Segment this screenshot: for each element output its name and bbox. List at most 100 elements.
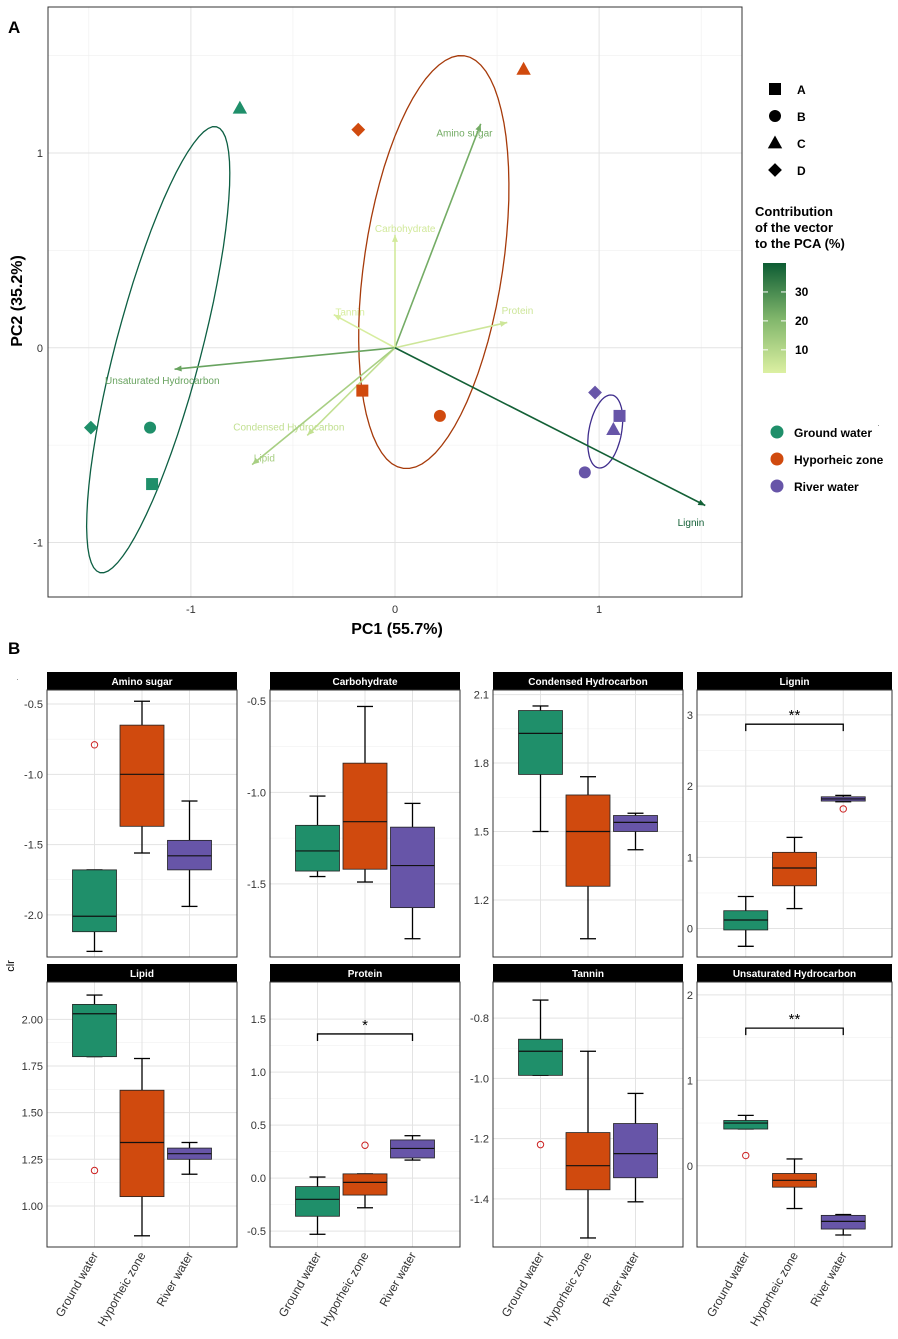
shape-legend-label: A [797, 83, 806, 97]
facet-y-tick-label: 1 [687, 1075, 693, 1087]
facet-title: Condensed Hydrocarbon [528, 677, 647, 688]
box-outlier [90, 741, 99, 749]
facet-y-tick-label: 1.50 [22, 1108, 43, 1120]
facet-strip [47, 964, 237, 982]
facet-condensed-hydrocarbon: Condensed Hydrocarbon 2.1 1.8 1.5 1.2 [474, 672, 684, 958]
facet-x-tick-label: Ground water [499, 1249, 547, 1319]
facet-y-tick-label: 1.25 [22, 1154, 43, 1166]
shape-legend-label: C [797, 137, 806, 151]
facet-carbohydrate: Carbohydrate -0.5 -1.0 -1.5 [247, 672, 461, 958]
facet-y-tick-label: 0.0 [251, 1173, 266, 1185]
box-iqr [119, 1089, 165, 1198]
box-iqr [342, 1173, 388, 1196]
sample-point [351, 122, 366, 137]
facet-y-tick-label: -0.5 [247, 696, 266, 708]
loading-vector-label: Unsaturated Hydrocarbon [105, 376, 220, 387]
facet-x-tick-label: Hyporheic zone [541, 1249, 595, 1328]
facet-y-tick-label: 1.5 [474, 826, 489, 838]
facet-y-tick-label: 0.5 [251, 1120, 266, 1132]
box-outlier [536, 1140, 545, 1149]
facet-panel-border [696, 689, 893, 958]
facet-y-tick-label: 1.2 [474, 895, 489, 907]
box-outlier [742, 1151, 750, 1160]
pca-y-axis-title: PC2 (35.2%) [9, 255, 26, 347]
loading-vector-arrowhead [499, 321, 508, 327]
sample-point [606, 422, 621, 435]
loading-vector [394, 123, 482, 349]
pca-y-tick-label: 0 [37, 343, 43, 355]
box-outlier [90, 1166, 99, 1175]
facet-lipid: Lipid 2.00 1.75 1.50 1.25 1.00 Ground waterHyp… [22, 964, 238, 1329]
facet-strip [493, 672, 683, 690]
box-iqr [72, 1003, 117, 1058]
pca-panel-border [47, 6, 743, 598]
shape-legend-label: D [797, 164, 806, 178]
box-outlier [839, 805, 847, 813]
facet-y-tick-label: 2.00 [22, 1014, 43, 1026]
loading-vector [394, 347, 706, 507]
loading-vector-label: Condensed Hydrocarbon [233, 423, 344, 434]
group-legend-label: River water [794, 480, 859, 494]
loading-vector-arrowhead [307, 428, 315, 436]
significance-bracket [316, 1033, 414, 1041]
group-legend-label: Ground water [794, 426, 872, 440]
box-iqr [390, 826, 435, 909]
loading-vector-arrowhead [475, 123, 482, 132]
facet-panel-border [492, 689, 684, 958]
loading-vector-label: Protein [502, 306, 534, 317]
facet-x-tick-label: Ground water [276, 1249, 324, 1319]
facet-x-tick-label: River water [600, 1250, 642, 1310]
pca-x-axis-title: PC1 (55.7%) [351, 621, 443, 638]
boxplot-facets: Amino sugar -0.5 -1.0 -1.5 -2.0 Carbohydrate -… [22, 672, 893, 1329]
facet-x-tick-label: Ground water [53, 1249, 101, 1319]
box-iqr [518, 1038, 563, 1076]
significance-bracket [745, 1027, 844, 1036]
facet-title: Unsaturated Hydrocarbon [733, 969, 856, 980]
facet-y-tick-label: -2.0 [24, 910, 43, 922]
box-iqr [613, 815, 658, 832]
sample-point [516, 61, 531, 75]
facet-y-tick-label: 1.8 [474, 758, 489, 770]
facet-title: Amino sugar [111, 677, 172, 688]
pca-x-tick-label: 1 [596, 604, 602, 616]
facet-panel-border [696, 981, 893, 1248]
facet-title: Protein [348, 969, 382, 980]
box-iqr [772, 851, 817, 887]
box-iqr [723, 1120, 769, 1130]
facet-y-tick-label: -1.0 [470, 1073, 489, 1085]
facet-title: Lignin [780, 677, 810, 688]
box-outlier [361, 1141, 369, 1149]
pca-x-tick-label: 0 [392, 604, 398, 616]
facet-panel-border [269, 981, 461, 1248]
facet-y-tick-label: 1 [687, 852, 693, 864]
colorbar-title-line-2: of the vector [755, 220, 833, 235]
shape-legend-marker [769, 83, 781, 95]
confidence-ellipse [85, 126, 231, 574]
group-legend-label: Hyporheic zone [794, 453, 884, 467]
colorbar-tick-label: 10 [795, 343, 809, 357]
panel-label-b: B [8, 639, 20, 658]
group-legend-marker [770, 479, 784, 493]
loading-vector-arrowhead [252, 457, 260, 465]
box-iqr [342, 762, 388, 870]
facet-y-tick-label: 0 [687, 924, 693, 936]
loading-vector [251, 347, 396, 466]
box-iqr [72, 869, 117, 933]
facet-unsaturated-hydrocarbon: Unsaturated Hydrocarbon 2 1 0 ** Ground water… [687, 964, 893, 1329]
pca-biplot: -1 0 1 -1 0 1 Amino sugar Carbohydrate Tannin Pro… [33, 6, 743, 616]
colorbar-title-line-1: Contribution [755, 204, 833, 219]
facet-y-tick-label: -1.5 [247, 879, 266, 891]
facet-lignin: Lignin 3 2 1 0 ** [687, 672, 893, 958]
box-iqr [820, 1214, 866, 1230]
colorbar-title-line-3: to the PCA (%) [755, 236, 845, 251]
facet-panel-border [46, 689, 238, 958]
significance-bracket [745, 723, 844, 732]
facet-strip [47, 672, 237, 690]
sample-point [578, 466, 591, 479]
facet-strip [270, 672, 460, 690]
sample-point [146, 478, 159, 491]
group-legend-marker [770, 425, 784, 439]
facet-y-tick-label: -0.5 [247, 1226, 266, 1238]
pca-y-tick-label: -1 [33, 537, 43, 549]
